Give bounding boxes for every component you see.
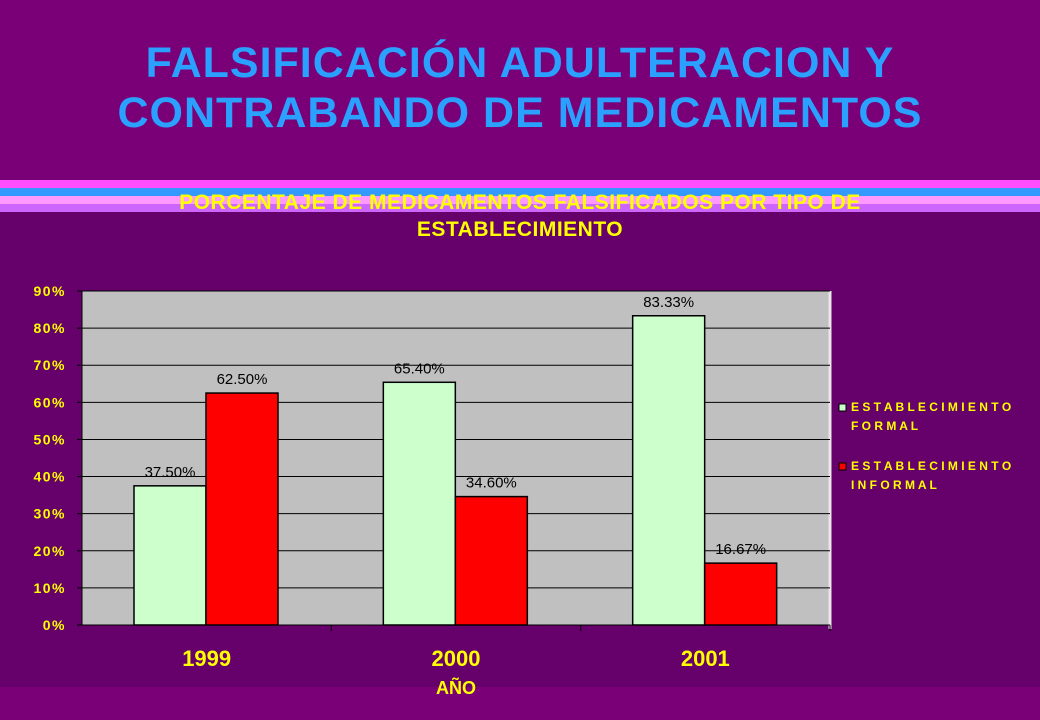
bar-1999-formal — [133, 485, 207, 626]
page-title: FALSIFICACIÓN ADULTERACION Y CONTRABANDO… — [0, 38, 1040, 138]
x-tick-label: 2000 — [432, 646, 481, 671]
legend-label: F O R M A L — [851, 419, 918, 433]
chart-title-line-1: PORCENTAJE DE MEDICAMENTOS FALSIFICADOS … — [179, 191, 861, 214]
chart-title-line-2: ESTABLECIMIENTO — [416, 218, 624, 241]
y-tick-label: 20% — [33, 543, 66, 559]
y-tick-label: 40% — [33, 469, 66, 485]
bar-1999-informal — [205, 392, 279, 626]
y-tick-label: 60% — [33, 394, 66, 410]
page-title-line-2: CONTRABANDO DE MEDICAMENTOS — [117, 89, 923, 137]
y-tick-label: 10% — [33, 580, 66, 596]
legend-label: I N F O R M A L — [851, 478, 937, 492]
data-label: 34.60% — [466, 475, 517, 492]
bar-2001-formal — [631, 315, 706, 626]
bar-2000-informal — [454, 495, 529, 626]
y-tick-label: 80% — [33, 320, 66, 336]
x-axis-label: AÑO — [436, 677, 476, 698]
x-tick-label: 1999 — [182, 646, 231, 671]
stripe — [0, 204, 1040, 212]
data-label: 37.50% — [145, 464, 196, 481]
data-label: 62.50% — [217, 371, 268, 388]
stripe — [0, 188, 1040, 196]
x-tick-label: 2001 — [681, 646, 730, 671]
y-tick-label: 90% — [33, 283, 66, 299]
bar-2000-formal — [382, 381, 457, 626]
legend-label: E S T A B L E C I M I E N T O — [851, 459, 1011, 473]
y-tick-label: 50% — [33, 431, 66, 447]
decorative-stripes — [0, 180, 1040, 212]
chart-title: PORCENTAJE DE MEDICAMENTOS FALSIFICADOS … — [0, 189, 1040, 243]
stripe — [0, 180, 1040, 188]
data-label: 65.40% — [394, 360, 445, 377]
legend-swatch — [838, 403, 847, 412]
y-tick-label: 70% — [33, 357, 66, 373]
y-tick-label: 0% — [43, 617, 66, 633]
data-label: 16.67% — [715, 541, 766, 558]
data-label: 83.33% — [643, 294, 694, 311]
stripe — [0, 196, 1040, 204]
y-tick-label: 30% — [33, 506, 66, 522]
page-title-line-1: FALSIFICACIÓN ADULTERACION Y — [145, 39, 895, 87]
bar-2001-informal — [703, 562, 778, 626]
legend-swatch — [838, 462, 847, 471]
legend-label: E S T A B L E C I M I E N T O — [851, 400, 1011, 414]
